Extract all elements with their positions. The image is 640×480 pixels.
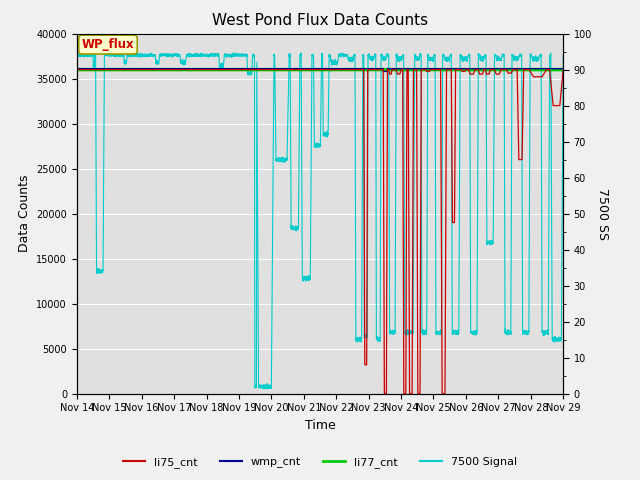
Y-axis label: Data Counts: Data Counts [18,175,31,252]
Y-axis label: 7500 SS: 7500 SS [596,188,609,240]
Title: West Pond Flux Data Counts: West Pond Flux Data Counts [212,13,428,28]
Text: WP_flux: WP_flux [82,38,134,51]
Legend: li75_cnt, wmp_cnt, li77_cnt, 7500 Signal: li75_cnt, wmp_cnt, li77_cnt, 7500 Signal [118,452,522,472]
X-axis label: Time: Time [305,419,335,432]
